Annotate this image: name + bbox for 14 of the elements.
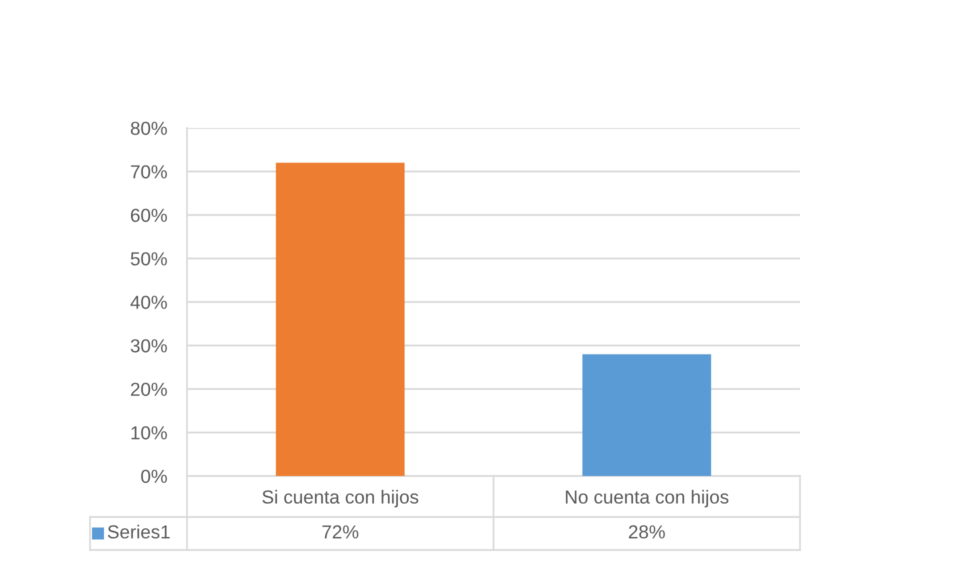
x-tick-label: Si cuenta con hijos: [262, 490, 418, 508]
y-tick-label: 80%: [130, 122, 167, 135]
x-tick-label: No cuenta con hijos: [566, 490, 728, 508]
y-tick-label: 0%: [141, 470, 167, 483]
data-label: 28%: [628, 525, 665, 539]
y-tick-label: 10%: [131, 426, 167, 440]
y-tick-label: 30%: [130, 339, 167, 352]
y-tick-label: 50%: [130, 252, 167, 266]
y-tick-label: 40%: [130, 296, 167, 309]
legend-label: Series1: [108, 524, 170, 539]
y-tick-label: 60%: [130, 208, 167, 222]
data-label: 72%: [322, 525, 358, 538]
y-tick-label: 70%: [130, 165, 167, 178]
y-tick-label: 20%: [130, 382, 167, 396]
